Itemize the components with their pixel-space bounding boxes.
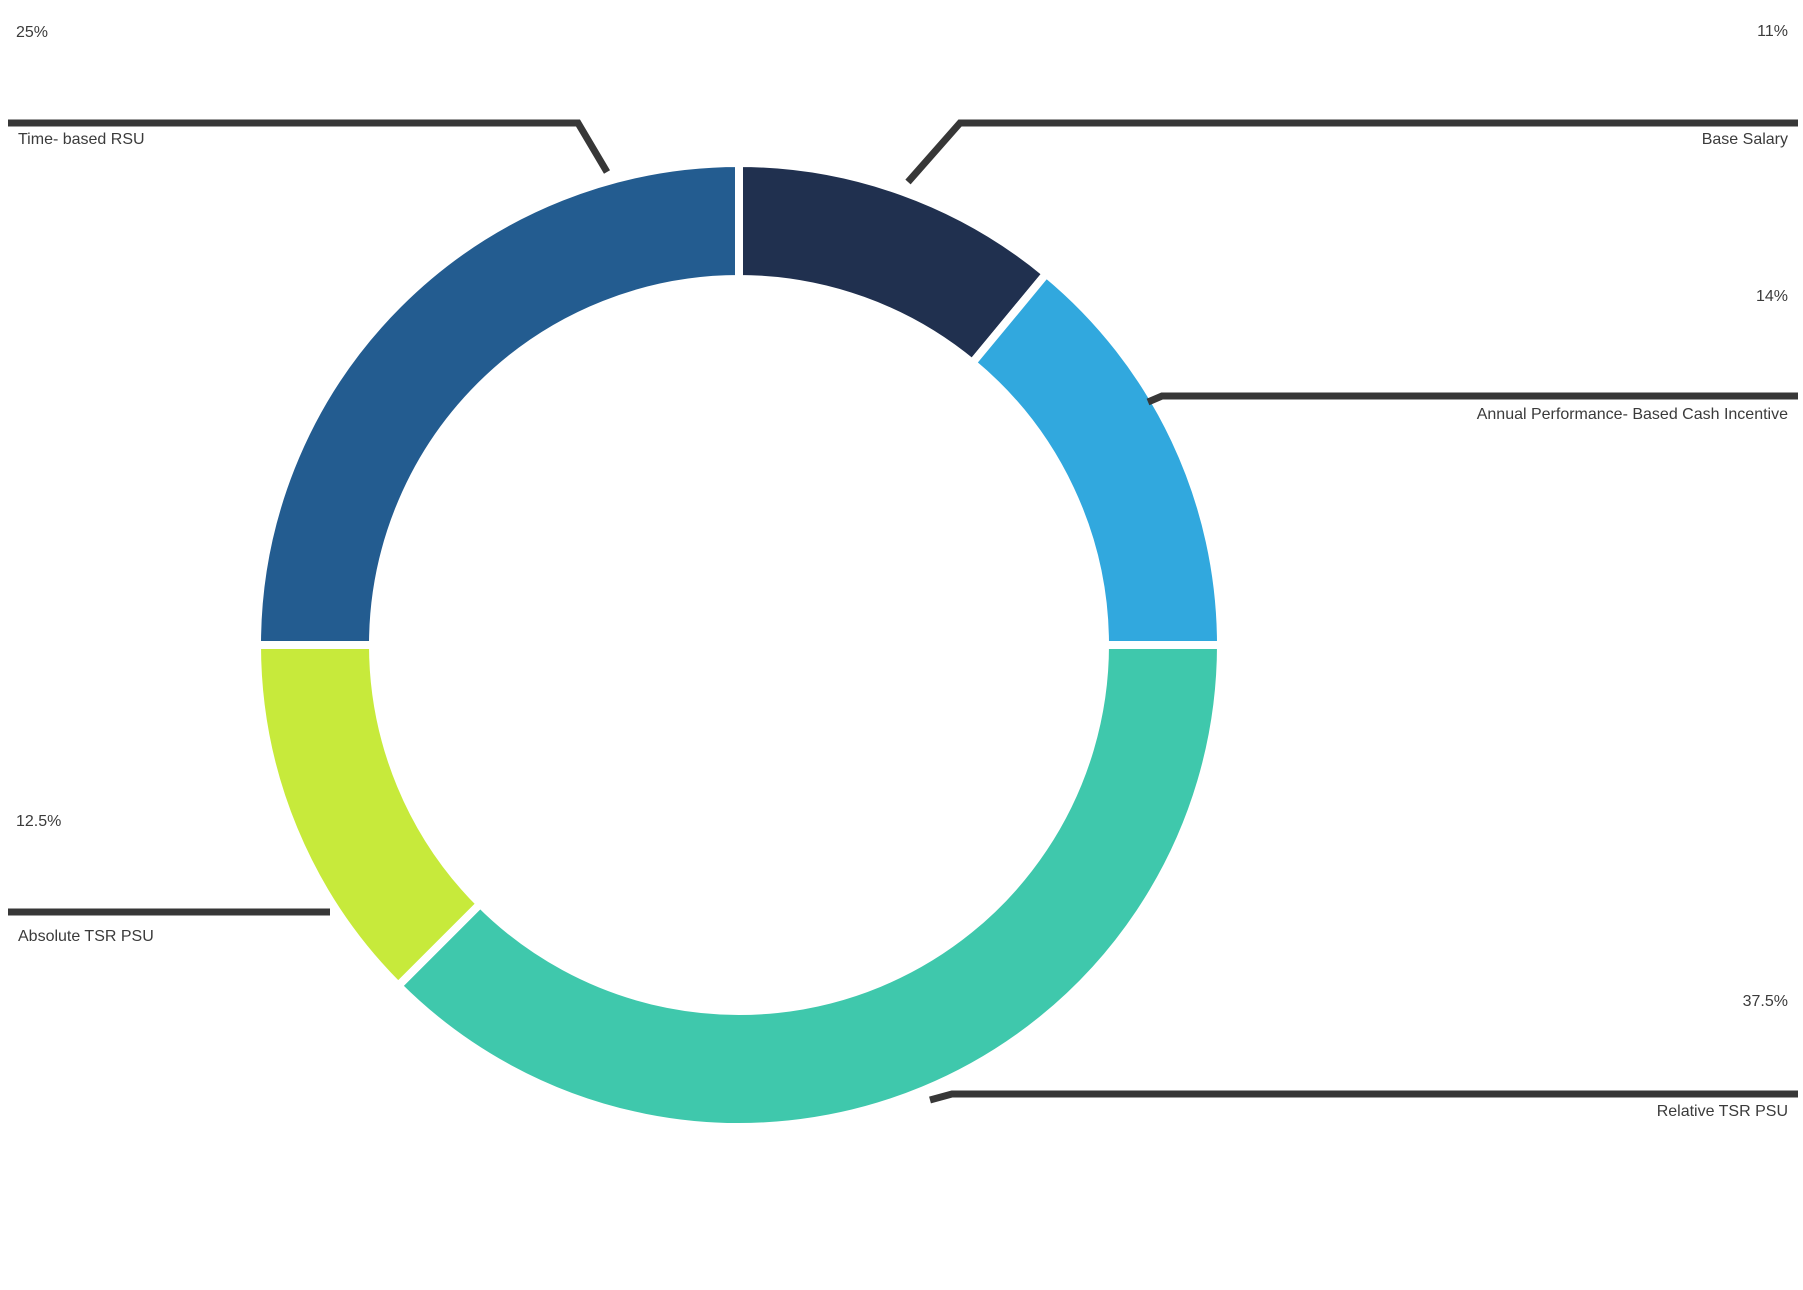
leader-line-relative-tsr bbox=[929, 1090, 1798, 1104]
base-salary-percent: 11% bbox=[1757, 23, 1788, 40]
annual-cash-label: Annual Performance- Based Cash Incentive bbox=[1476, 406, 1788, 423]
leader-line-annual-cash bbox=[1146, 392, 1798, 406]
leader-lines bbox=[8, 119, 1798, 1104]
annual-cash-percent: 14% bbox=[1755, 288, 1788, 305]
relative-tsr-label: Relative TSR PSU bbox=[1656, 1103, 1788, 1120]
segment-time-based-rsu bbox=[252, 158, 743, 649]
absolute-tsr-label: Absolute TSR PSU bbox=[18, 928, 154, 945]
base-salary-label: Base Salary bbox=[1701, 131, 1788, 148]
time-based-rsu-label: Time- based RSU bbox=[18, 131, 145, 148]
relative-tsr-percent: 37.5% bbox=[1742, 993, 1788, 1010]
donut-segments bbox=[252, 158, 1226, 1132]
leader-line-base-salary bbox=[905, 119, 1798, 185]
segment-absolute-tsr-psu bbox=[252, 641, 486, 992]
time-based-rsu-percent: 25% bbox=[16, 24, 49, 41]
segment-annual-performance-based-cash-incentive bbox=[966, 267, 1226, 649]
segment-relative-tsr-psu bbox=[392, 641, 1226, 1132]
absolute-tsr-percent: 12.5% bbox=[16, 813, 62, 830]
leader-line-time-based-rsu bbox=[8, 119, 611, 174]
